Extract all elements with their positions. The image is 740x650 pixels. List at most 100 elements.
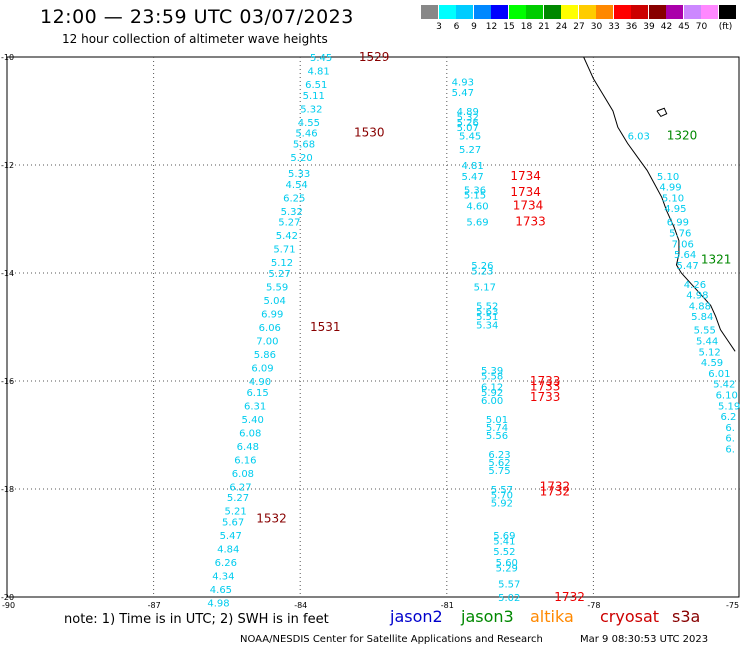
wave-height-value: 6.99 <box>667 218 689 229</box>
legend-swatch <box>508 5 526 19</box>
wave-height-value: 5.44 <box>696 337 718 348</box>
legend-swatch <box>543 5 561 19</box>
wave-height-value: 5.57 <box>491 485 513 496</box>
generation-timestamp: Mar 9 08:30:53 UTC 2023 <box>580 634 709 645</box>
wave-height-value: 5.67 <box>222 517 244 528</box>
legend-label: 42 <box>660 22 673 32</box>
wave-height-value: 4.34 <box>212 571 234 582</box>
wave-height-value: 5.92 <box>481 388 503 399</box>
wave-height-value: 6.27 <box>229 482 251 493</box>
legend-label: 39 <box>643 22 655 32</box>
wave-height-value: 6. <box>725 445 735 456</box>
wave-height-value: 5.33 <box>288 169 310 180</box>
coastline <box>583 56 736 352</box>
lat-tick-label: -18 <box>1 485 14 494</box>
pass-time-label: 1531 <box>310 320 341 334</box>
wave-height-value: 4.55 <box>298 118 320 129</box>
legend-swatch <box>596 5 613 19</box>
wave-height-value: 5.59 <box>266 283 288 294</box>
wave-height-value: 5.17 <box>474 283 496 294</box>
legend-label: 3 <box>436 22 442 32</box>
legend-label: 12 <box>485 22 498 32</box>
wave-height-value: 6.09 <box>251 364 273 375</box>
wave-height-value: 5.27 <box>268 269 290 280</box>
legend-label: 15 <box>503 22 515 32</box>
wave-height-value: 5.27 <box>278 218 300 229</box>
wave-height-value: 5.27 <box>459 145 481 156</box>
wave-height-value: 5.47 <box>461 172 483 183</box>
wave-height-value: 5.07 <box>457 123 479 134</box>
pass-time-label: 1733 <box>530 390 561 404</box>
wave-height-value: 5.47 <box>220 531 242 542</box>
wave-height-value: 6.31 <box>244 401 266 412</box>
legend-swatch <box>613 5 631 19</box>
wave-height-value: 7.06 <box>672 239 694 250</box>
legend-swatch <box>648 5 666 19</box>
mission-altika: altika <box>530 607 574 626</box>
wave-height-value: 6.25 <box>283 193 305 204</box>
map-frame <box>6 56 740 598</box>
wave-height-value: 4.59 <box>701 358 723 369</box>
wave-height-value: 5.62 <box>488 458 510 469</box>
wave-height-value: 5.36 <box>464 185 486 196</box>
wave-height-value: 5.34 <box>476 320 498 331</box>
legend-swatch <box>491 5 508 19</box>
wave-height-value: 6. <box>725 423 735 434</box>
legend-label: 36 <box>625 22 638 32</box>
wave-height-value: 5.27 <box>227 493 249 504</box>
wave-height-value: 5.42 <box>713 380 735 391</box>
wave-height-value: 6.08 <box>239 428 261 439</box>
wave-height-value: 5.51 <box>476 312 498 323</box>
wave-height-value: 5.15 <box>464 191 486 202</box>
wave-height-value: 5.19 <box>718 401 740 412</box>
map-title: 12:00 — 23:59 UTC 03/07/2023 <box>40 6 354 28</box>
wave-height-value: 5.52 <box>493 547 515 558</box>
mission-jason3: jason3 <box>461 607 514 626</box>
wave-height-value: 6.06 <box>259 323 281 334</box>
pass-time-label: 1734 <box>513 199 544 213</box>
lat-tick-label: -14 <box>1 269 14 278</box>
lat-tick-label: -16 <box>1 377 14 386</box>
mission-s3a: s3a <box>672 607 701 626</box>
legend-swatch <box>631 5 648 19</box>
legend-label: 21 <box>538 22 550 32</box>
wave-height-value: 5.41 <box>493 536 515 547</box>
wave-height-value: 5.46 <box>295 129 317 140</box>
pass-time-label: 1733 <box>515 215 546 229</box>
pass-time-label: 1732 <box>554 590 585 604</box>
wave-height-value: 5.84 <box>691 312 713 323</box>
wave-height-value: 6.08 <box>232 469 254 480</box>
wave-height-value: 5.92 <box>491 499 513 510</box>
pass-time-label: 1732 <box>540 479 571 493</box>
wave-height-value: 5.32 <box>281 207 303 218</box>
pass-time-label: 1532 <box>256 512 287 526</box>
lat-tick-label: -10 <box>1 53 14 62</box>
wave-height-value: 5.12 <box>698 347 720 358</box>
legend-swatch <box>421 5 438 19</box>
wave-height-value: 5.26 <box>471 261 493 272</box>
wave-height-value: 6.48 <box>237 442 259 453</box>
legend-swatch <box>578 5 596 19</box>
wave-height-value: 5.47 <box>452 88 474 99</box>
lon-tick-label: -78 <box>587 601 600 610</box>
wave-height-value: 5.56 <box>486 431 508 442</box>
legend-swatch <box>701 5 718 19</box>
wave-height-value: 5.57 <box>498 580 520 591</box>
footer-note: note: 1) Time is in UTC; 2) SWH is in fe… <box>64 612 329 627</box>
legend-label: 9 <box>471 22 477 32</box>
wave-height-value: 5.12 <box>271 258 293 269</box>
wave-height-value: 6.03 <box>628 131 650 142</box>
wave-height-value: 5.69 <box>466 218 488 229</box>
wave-height-value: 4.88 <box>689 301 711 312</box>
pass-time-label: 1734 <box>510 185 541 199</box>
wave-height-value: 5.52 <box>476 301 498 312</box>
wave-height-value: 5.32 <box>457 112 479 123</box>
wave-height-value: 5.11 <box>303 91 325 102</box>
lon-tick-label: -87 <box>148 601 161 610</box>
pass-time-label: 1733 <box>530 379 561 393</box>
pass-time-label: 1320 <box>667 128 698 142</box>
wave-height-value: 4.93 <box>452 77 474 88</box>
wave-height-value: 4.95 <box>664 204 686 215</box>
wave-height-value: 5.29 <box>496 563 518 574</box>
wave-height-value: 6.16 <box>234 455 256 466</box>
